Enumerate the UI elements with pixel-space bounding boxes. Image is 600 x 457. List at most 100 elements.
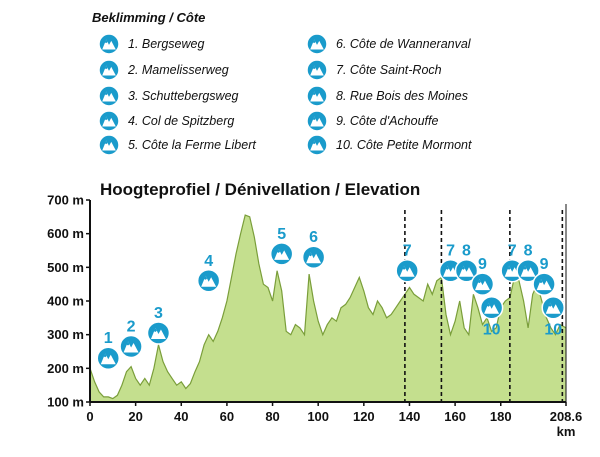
mountain-badge-icon <box>98 110 120 132</box>
mountain-badge-icon <box>96 346 121 370</box>
mountain-glyph <box>98 33 120 55</box>
climb-marker-10: 10 <box>541 295 565 339</box>
climb-number: 6 <box>309 229 318 246</box>
legend-label: 4. Col de Spitzberg <box>128 114 235 128</box>
mountain-badge-icon <box>516 258 540 283</box>
y-tick-label: 600 m <box>47 226 84 241</box>
mountain-glyph <box>98 110 120 132</box>
climb-number: 2 <box>127 318 136 335</box>
legend-item-9: 9. Côte d'Achouffe <box>306 110 438 132</box>
x-axis-label: km <box>557 424 576 439</box>
climb-marker-10: 10 <box>479 295 504 339</box>
mountain-badge-icon <box>470 272 495 296</box>
mountain-badge-icon <box>306 33 328 55</box>
climb-marker-7: 7 <box>395 243 419 283</box>
legend-label: 5. Côte la Ferme Libert <box>128 138 256 152</box>
climb-marker-5: 5 <box>269 226 294 266</box>
legend-item-7: 7. Côte Saint-Roch <box>306 59 442 81</box>
climb-marker-4: 4 <box>196 253 221 293</box>
climb-number: 9 <box>478 256 487 273</box>
legend-label: 6. Côte de Wanneranval <box>336 37 471 51</box>
legend-label: 8. Rue Bois des Moines <box>336 89 469 103</box>
chart-title: Hoogteprofiel / Dénivellation / Elevatio… <box>100 180 420 199</box>
mountain-badge-icon <box>98 134 120 156</box>
y-tick-label: 100 m <box>47 395 84 410</box>
legend-item-6: 6. Côte de Wanneranval <box>306 33 471 55</box>
elevation-area <box>90 215 566 402</box>
mountain-glyph <box>98 134 120 156</box>
climb-marker-2: 2 <box>119 318 143 359</box>
climb-number: 7 <box>403 243 412 260</box>
x-tick-label: 20 <box>128 409 142 424</box>
x-tick-label: 60 <box>220 409 234 424</box>
climb-marker-6: 6 <box>301 229 326 269</box>
legend-label: 1. Bergseweg <box>128 37 205 51</box>
x-tick-label: 40 <box>174 409 188 424</box>
mountain-glyph <box>306 59 328 81</box>
legend-label: 3. Schuttebergsweg <box>128 89 239 103</box>
legend-label: 7. Côte Saint-Roch <box>336 63 442 77</box>
x-tick-label: 100 <box>307 409 329 424</box>
climb-number: 10 <box>483 322 501 339</box>
climb-number: 8 <box>462 243 471 260</box>
mountain-badge-icon <box>98 85 120 107</box>
x-tick-label: 180 <box>490 409 512 424</box>
elevation-line <box>89 214 567 400</box>
legend-label: 2. Mamelisserweg <box>128 63 229 77</box>
climb-number: 3 <box>154 305 163 322</box>
mountain-badge-icon <box>438 258 463 283</box>
legend-label: 9. Côte d'Achouffe <box>336 114 439 128</box>
mountain-badge-icon <box>479 295 504 320</box>
mountain-badge-icon <box>306 85 328 107</box>
climb-marker-9: 9 <box>470 256 495 296</box>
mountain-badge-icon <box>306 110 328 132</box>
y-tick-label: 200 m <box>47 361 84 376</box>
x-tick-label: 0 <box>86 409 93 424</box>
y-tick-label: 400 m <box>47 294 84 309</box>
climb-number: 7 <box>508 243 517 260</box>
climb-number: 1 <box>104 330 113 347</box>
x-tick-label: 80 <box>265 409 279 424</box>
legend-item-3: 3. Schuttebergsweg <box>98 85 239 107</box>
climb-number: 5 <box>277 226 286 243</box>
mountain-glyph <box>306 134 328 156</box>
legend-item-8: 8. Rue Bois des Moines <box>306 85 468 107</box>
climb-number: 4 <box>204 253 213 270</box>
climb-marker-9: 9 <box>532 256 556 296</box>
mountain-glyph <box>306 33 328 55</box>
legend-item-2: 2. Mamelisserweg <box>98 59 229 81</box>
mountain-badge-icon <box>98 59 120 81</box>
legend-item-1: 1. Bergseweg <box>98 33 204 55</box>
climb-marker-8: 8 <box>516 243 540 283</box>
legend-item-4: 4. Col de Spitzberg <box>98 110 234 132</box>
mountain-glyph <box>98 85 120 107</box>
mountain-badge-icon <box>269 242 294 266</box>
mountain-glyph <box>306 85 328 107</box>
mountain-badge-icon <box>98 33 120 55</box>
climb-marker-3: 3 <box>146 305 171 345</box>
y-tick-label: 500 m <box>47 260 84 275</box>
y-ticks: 100 m 200 m 300 m 400 m 500 m 600 m 700 m <box>47 193 90 410</box>
climb-marker-7: 7 <box>438 243 463 283</box>
climb-number: 9 <box>540 256 549 273</box>
mountain-badge-icon <box>306 134 328 156</box>
mountain-badge-icon <box>196 269 221 293</box>
x-tick-label: 160 <box>444 409 466 424</box>
mountain-badge-icon <box>146 321 171 345</box>
mountain-badge-icon <box>306 59 328 81</box>
mountain-badge-icon <box>395 258 419 283</box>
x-tick-label: 140 <box>399 409 421 424</box>
climb-marker-1: 1 <box>96 330 121 370</box>
x-ticks: 0 20 40 60 80 100 120 140 160 180 208.6 <box>86 402 582 424</box>
mountain-glyph <box>98 59 120 81</box>
legend-title: Beklimming / Côte <box>92 10 206 25</box>
x-tick-label: 208.6 <box>550 409 583 424</box>
climb-number: 10 <box>544 322 562 339</box>
climb-marker-8: 8 <box>454 243 479 283</box>
lap-lines <box>404 210 564 402</box>
mountain-badge-icon <box>541 295 565 320</box>
mountain-badge-icon <box>301 245 326 269</box>
legend-item-10: 10. Côte Petite Mormont <box>306 134 471 156</box>
